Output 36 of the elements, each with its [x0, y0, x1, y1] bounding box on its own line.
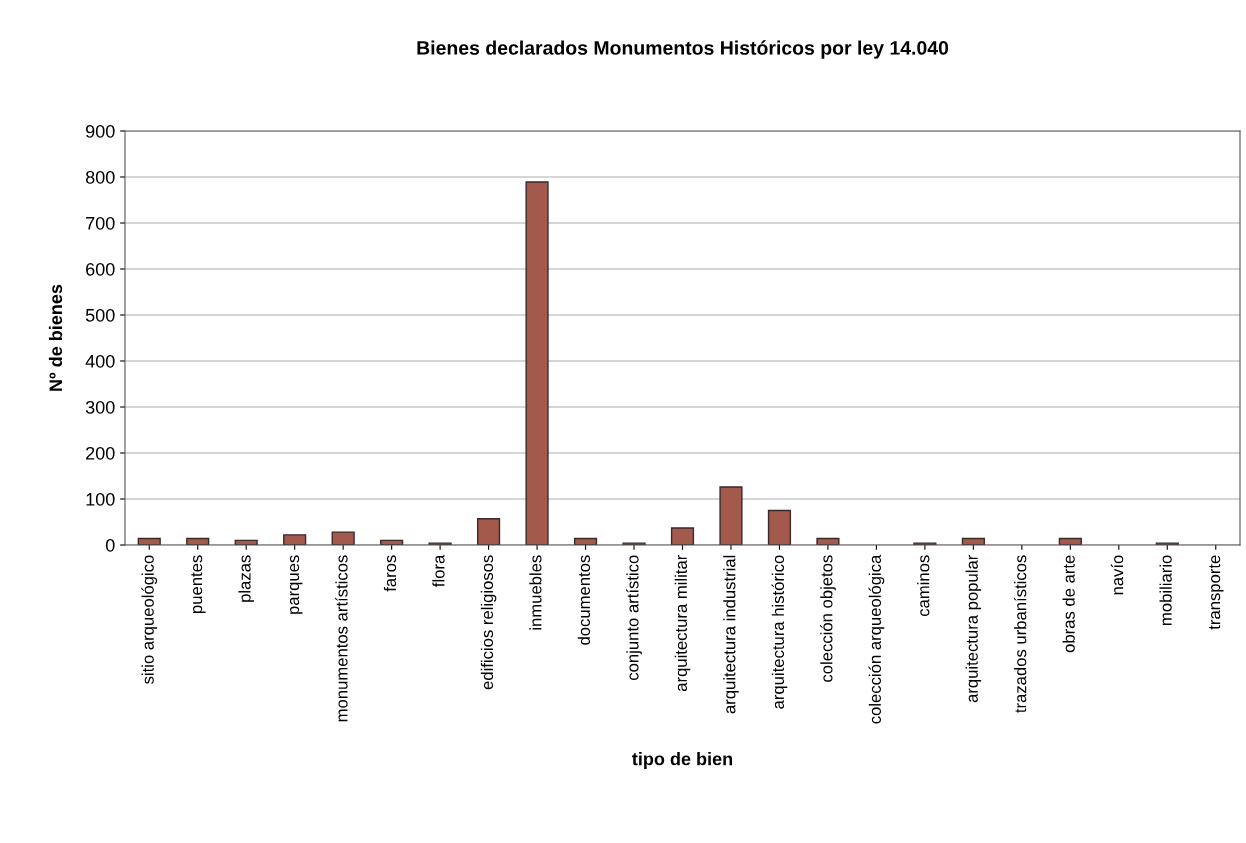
x-tick-label: puentes: [191, 555, 206, 613]
x-tick-label: caminos: [917, 555, 930, 617]
x-tick-label: colección arqueológica: [868, 554, 885, 724]
x-tick-label: plazas: [238, 555, 254, 602]
y-tick-label: 100: [86, 492, 115, 506]
chart-title: Bienes declarados Monumentos Históricos por ley 14.040: [417, 40, 949, 59]
x-tick-label: parques: [290, 555, 303, 614]
x-tick-label: faros: [383, 555, 397, 592]
x-tick-label: arquitectura histórico: [771, 555, 788, 709]
x-axis-title: tipo de bien: [632, 752, 733, 769]
y-tick-label: 900: [86, 124, 115, 138]
y-tick-label: 200: [86, 446, 115, 460]
x-tick-label: inmuebles: [529, 555, 542, 630]
x-tick-label: obras de arte: [1062, 555, 1075, 653]
y-tick-label: 300: [85, 400, 115, 414]
x-tick-label: documentos: [577, 555, 591, 645]
y-axis-title: Nº de bienes: [48, 284, 63, 391]
x-tick-label: transporte: [1209, 555, 1224, 630]
x-tick-label: mobiliario: [1159, 555, 1172, 625]
x-tick-label: sitio arqueológico: [141, 555, 158, 684]
y-tick-label: 700: [86, 216, 115, 230]
x-tick-label: arquitectura militar: [674, 554, 691, 692]
y-tick-label: 800: [85, 170, 115, 184]
x-tick-label: conjunto artístico: [626, 555, 642, 680]
y-tick-label: 600: [86, 262, 115, 276]
y-tick-label: 400: [85, 354, 115, 368]
y-tick-label: 500: [85, 308, 115, 322]
x-tick-label: arquitectura popular: [965, 554, 982, 703]
y-tick-label: 0: [105, 538, 115, 552]
x-tick-label: navío: [1110, 555, 1124, 595]
x-tick-label: edificios religiosos: [480, 555, 497, 690]
x-tick-label: flora: [432, 554, 445, 587]
x-tick-label: arquitectura industrial: [723, 555, 739, 714]
x-tick-label: trazados urbanísticos: [1013, 555, 1027, 713]
x-tick-label: colección objetos: [820, 555, 836, 682]
x-tick-label: monumentos artísticos: [335, 555, 348, 722]
